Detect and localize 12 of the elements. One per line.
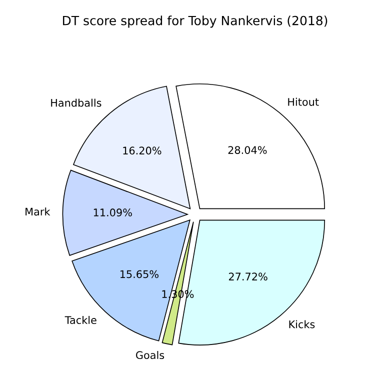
slice-label: Mark — [26, 208, 50, 216]
slice-label: Tackle — [64, 316, 96, 324]
data-label: 27.72% — [228, 272, 268, 281]
chart-title: DT score spread for Toby Nankervis (2018) — [63, 16, 328, 28]
data-label: 28.04% — [228, 146, 267, 154]
slice-label: Goals — [136, 350, 164, 360]
slice-label: Handballs — [51, 98, 102, 107]
data-label: 16.20% — [123, 146, 162, 155]
data-label: 15.65% — [120, 270, 158, 278]
data-label: 11.09% — [94, 208, 132, 216]
slice-label: Kicks — [289, 320, 315, 328]
slice-label: Hitout — [288, 98, 319, 106]
